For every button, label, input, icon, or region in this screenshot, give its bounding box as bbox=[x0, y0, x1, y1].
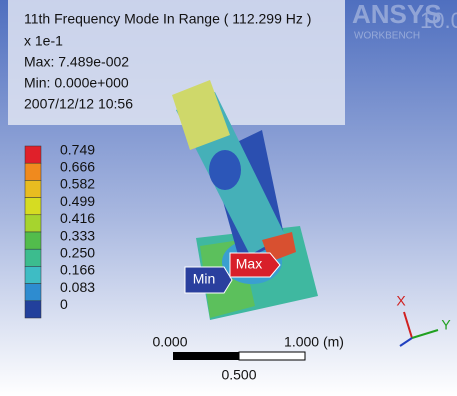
logo-product: WORKBENCH bbox=[354, 31, 420, 42]
title: 11th Frequency Mode In Range ( 112.299 H… bbox=[24, 11, 311, 27]
min-tag bbox=[184, 266, 233, 294]
max-tag bbox=[229, 252, 281, 278]
max-label: Max bbox=[236, 256, 262, 272]
min-label: Min bbox=[193, 271, 216, 287]
scale-end: 1.000 (m) bbox=[284, 334, 344, 350]
legend-swatch bbox=[24, 300, 42, 319]
legend-label: 0.083 bbox=[60, 279, 95, 295]
model bbox=[172, 80, 318, 320]
legend-label: 0.166 bbox=[60, 262, 95, 278]
legend-label: 0.666 bbox=[60, 159, 95, 175]
min-probe: Min bbox=[184, 266, 233, 294]
logo-brand: ANSYS bbox=[352, 0, 442, 29]
legend-swatch bbox=[24, 231, 42, 250]
legend-label: 0.333 bbox=[60, 227, 95, 243]
scale-middle: 0.500 bbox=[221, 367, 256, 383]
x-axis-arrow bbox=[403, 311, 413, 339]
legend-label: 0 bbox=[60, 296, 68, 312]
header: 11th Frequency Mode In Range ( 112.299 H… bbox=[24, 11, 311, 112]
legend-swatch bbox=[24, 180, 42, 198]
legend-swatch bbox=[24, 145, 42, 164]
legend-label: 0.749 bbox=[60, 141, 95, 157]
column-spot bbox=[209, 150, 241, 190]
legend-swatch bbox=[24, 266, 42, 284]
y-axis-label: Y bbox=[441, 317, 451, 333]
triad: X Y bbox=[396, 293, 451, 347]
scale-start: 0.000 bbox=[152, 334, 187, 350]
legend-label: 0.499 bbox=[60, 193, 95, 209]
legend-swatch bbox=[24, 197, 42, 216]
x-axis-label: X bbox=[396, 293, 406, 309]
legend-swatch bbox=[24, 214, 42, 233]
logo-version: 10.0 bbox=[420, 8, 457, 33]
legend-swatch bbox=[24, 248, 42, 267]
y-axis-arrow bbox=[411, 329, 439, 339]
max-probe: Max bbox=[229, 252, 281, 278]
column-top bbox=[172, 80, 230, 150]
max-value: Max: 7.489e-002 bbox=[24, 54, 129, 70]
scale: 0.000 1.000 (m) 0.500 bbox=[152, 334, 343, 383]
z-axis-arrow bbox=[399, 337, 413, 347]
logo: ANSYS 10.0 WORKBENCH bbox=[352, 0, 457, 42]
scale-bar-dark bbox=[173, 352, 239, 360]
legend-label: 0.416 bbox=[60, 210, 95, 226]
scale-bar-light bbox=[238, 351, 306, 361]
multiplier: x 1e-1 bbox=[24, 33, 63, 49]
legend-swatch bbox=[24, 162, 42, 181]
legend-label: 0.250 bbox=[60, 245, 95, 261]
legend-swatch bbox=[24, 283, 42, 302]
timestamp: 2007/12/12 10:56 bbox=[24, 96, 133, 112]
legend-label: 0.582 bbox=[60, 176, 95, 192]
min-value: Min: 0.000e+000 bbox=[24, 75, 129, 91]
